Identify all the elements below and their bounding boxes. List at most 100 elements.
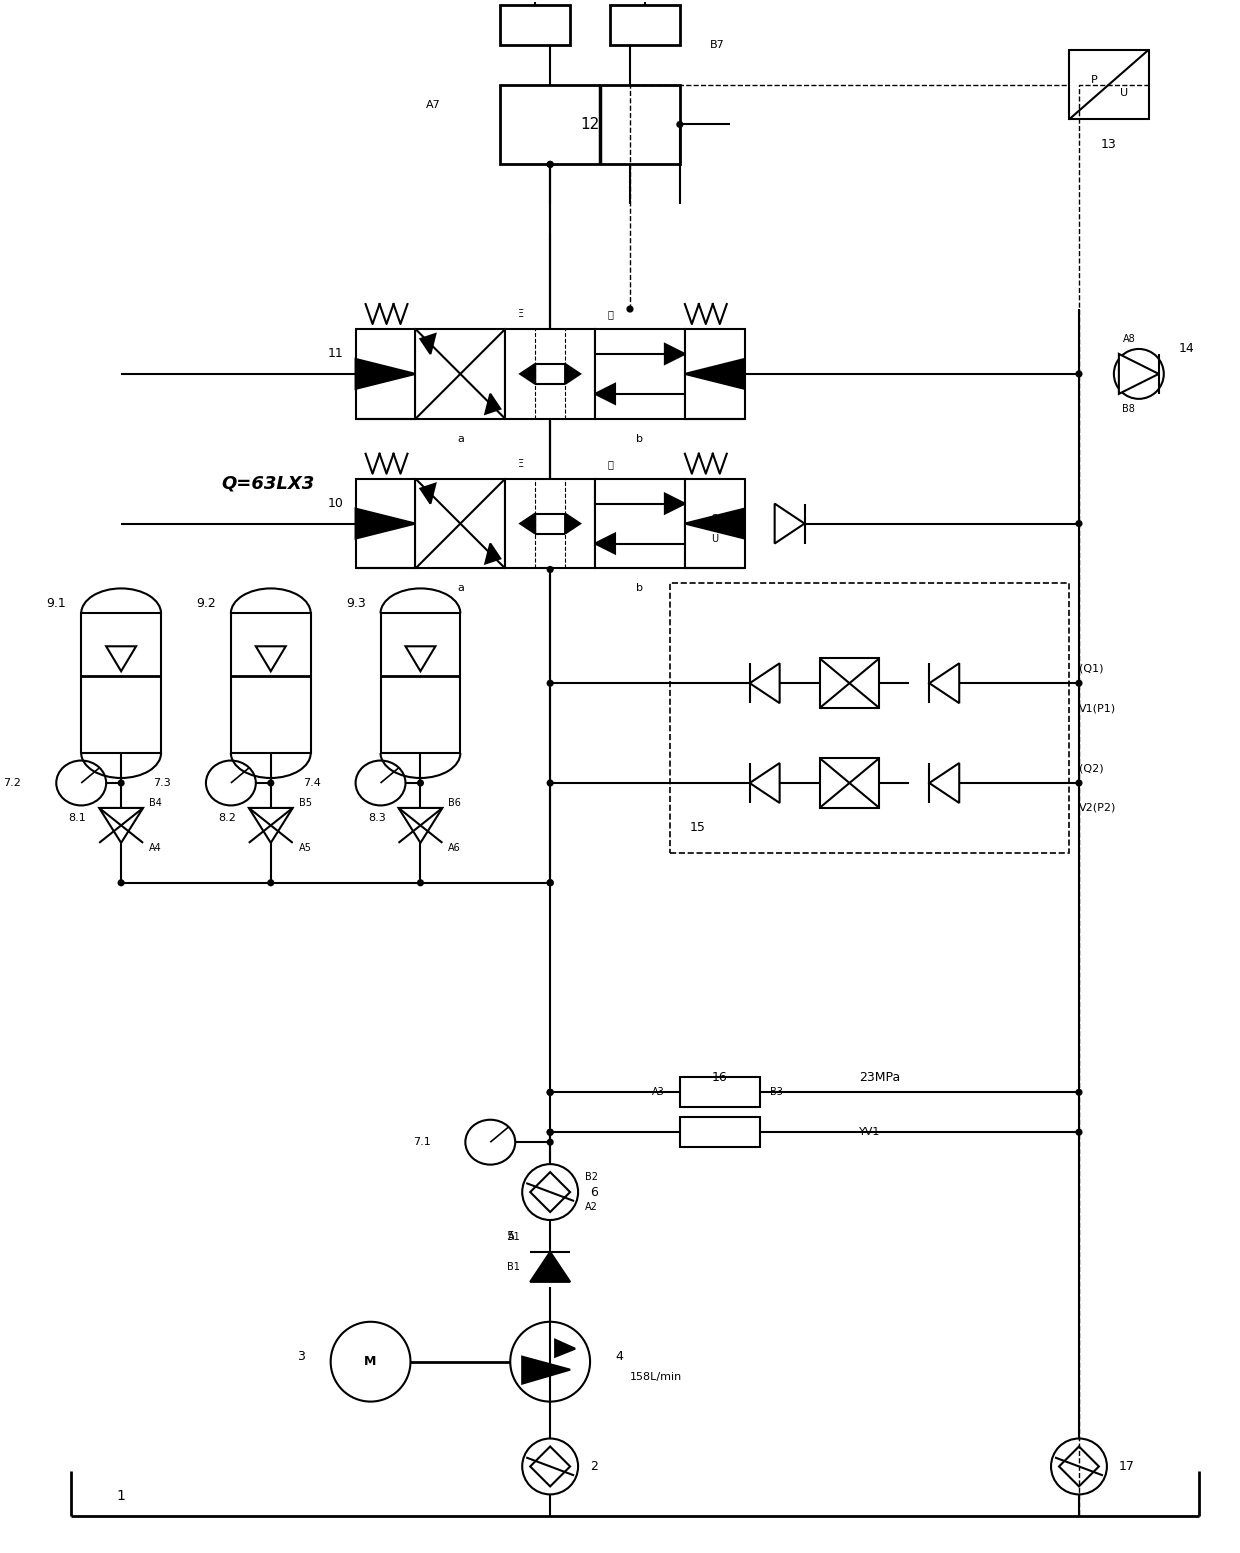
Text: 7.4: 7.4	[303, 778, 321, 787]
Circle shape	[331, 1322, 410, 1402]
Text: Ξ: Ξ	[517, 458, 523, 469]
Ellipse shape	[56, 761, 107, 806]
Bar	[500, 5, 570, 45]
Text: 四: 四	[608, 458, 613, 469]
Text: V2(P2): V2(P2)	[1079, 803, 1116, 812]
Text: Ξ: Ξ	[517, 309, 523, 318]
Text: b: b	[636, 433, 644, 444]
Circle shape	[547, 879, 553, 887]
Text: B1: B1	[507, 1263, 521, 1272]
Circle shape	[547, 162, 553, 168]
Text: A4: A4	[149, 843, 161, 853]
Text: A6: A6	[449, 843, 461, 853]
Bar	[610, 5, 680, 45]
Polygon shape	[665, 343, 684, 363]
Polygon shape	[99, 808, 143, 843]
Text: A5: A5	[299, 843, 311, 853]
Text: 1: 1	[117, 1489, 125, 1503]
Bar	[81, 613, 161, 753]
Polygon shape	[420, 483, 435, 503]
Polygon shape	[255, 646, 285, 671]
Text: 7.2: 7.2	[4, 778, 21, 787]
Text: (Q2): (Q2)	[1079, 763, 1104, 773]
Circle shape	[1114, 349, 1164, 399]
Circle shape	[1075, 371, 1083, 377]
Text: 9.3: 9.3	[346, 596, 366, 610]
Text: S: S	[712, 514, 718, 523]
Text: P: P	[1090, 75, 1097, 84]
Text: M: M	[365, 1356, 377, 1368]
Circle shape	[547, 780, 553, 786]
Bar	[670, 584, 1069, 853]
Text: A8: A8	[1122, 334, 1136, 343]
Text: V1(P1): V1(P1)	[1079, 704, 1116, 713]
Polygon shape	[565, 363, 580, 384]
Text: B8: B8	[1122, 404, 1136, 413]
Polygon shape	[405, 646, 435, 671]
Text: 4: 4	[615, 1350, 622, 1364]
Ellipse shape	[206, 761, 255, 806]
Text: YV1: YV1	[859, 1127, 880, 1137]
Polygon shape	[595, 384, 615, 404]
Bar	[1069, 50, 1148, 120]
Polygon shape	[929, 663, 960, 704]
Bar	[500, 84, 680, 165]
Text: B2: B2	[585, 1173, 598, 1182]
Text: U: U	[1120, 87, 1128, 98]
Text: 2: 2	[590, 1460, 598, 1472]
Text: 9.1: 9.1	[46, 596, 66, 610]
Text: B6: B6	[449, 798, 461, 808]
Bar	[820, 758, 879, 808]
Text: 15: 15	[689, 822, 706, 834]
Circle shape	[1075, 780, 1083, 786]
Bar	[356, 329, 415, 419]
Text: U: U	[712, 534, 718, 544]
Text: 10: 10	[327, 497, 343, 509]
Polygon shape	[684, 508, 745, 539]
Polygon shape	[398, 808, 443, 843]
Text: 9.2: 9.2	[196, 596, 216, 610]
Text: B7: B7	[709, 40, 724, 50]
Polygon shape	[485, 394, 500, 413]
Polygon shape	[565, 514, 580, 534]
Circle shape	[1052, 1438, 1107, 1494]
Text: 17: 17	[1118, 1460, 1135, 1472]
Text: 8.1: 8.1	[68, 812, 87, 823]
Text: 16: 16	[712, 1072, 728, 1084]
Polygon shape	[750, 763, 780, 803]
Bar	[595, 329, 684, 419]
Circle shape	[626, 306, 634, 312]
Text: a: a	[456, 433, 464, 444]
Bar	[595, 478, 684, 568]
Text: 23MPa: 23MPa	[859, 1072, 900, 1084]
Bar	[820, 658, 879, 708]
Polygon shape	[485, 544, 500, 564]
Text: 12: 12	[580, 116, 600, 132]
Polygon shape	[531, 1252, 570, 1281]
Text: B3: B3	[770, 1087, 782, 1098]
Polygon shape	[595, 534, 615, 553]
Circle shape	[547, 680, 553, 686]
Bar	[684, 329, 745, 419]
Text: 8.2: 8.2	[218, 812, 236, 823]
Text: 11: 11	[327, 348, 343, 360]
Text: 3: 3	[296, 1350, 305, 1364]
Circle shape	[547, 162, 553, 168]
Circle shape	[547, 1089, 553, 1096]
Polygon shape	[775, 503, 805, 544]
Text: 7.1: 7.1	[413, 1137, 430, 1148]
Circle shape	[417, 879, 424, 887]
Circle shape	[547, 1138, 553, 1146]
Polygon shape	[249, 808, 293, 843]
Bar	[381, 613, 460, 753]
Bar	[684, 478, 745, 568]
Polygon shape	[420, 334, 435, 354]
Bar	[231, 613, 311, 753]
Text: 6: 6	[590, 1185, 598, 1199]
Circle shape	[417, 780, 424, 786]
Text: 8.3: 8.3	[368, 812, 386, 823]
Polygon shape	[1118, 354, 1159, 394]
Polygon shape	[750, 663, 780, 704]
Polygon shape	[521, 514, 536, 534]
Polygon shape	[665, 494, 684, 514]
